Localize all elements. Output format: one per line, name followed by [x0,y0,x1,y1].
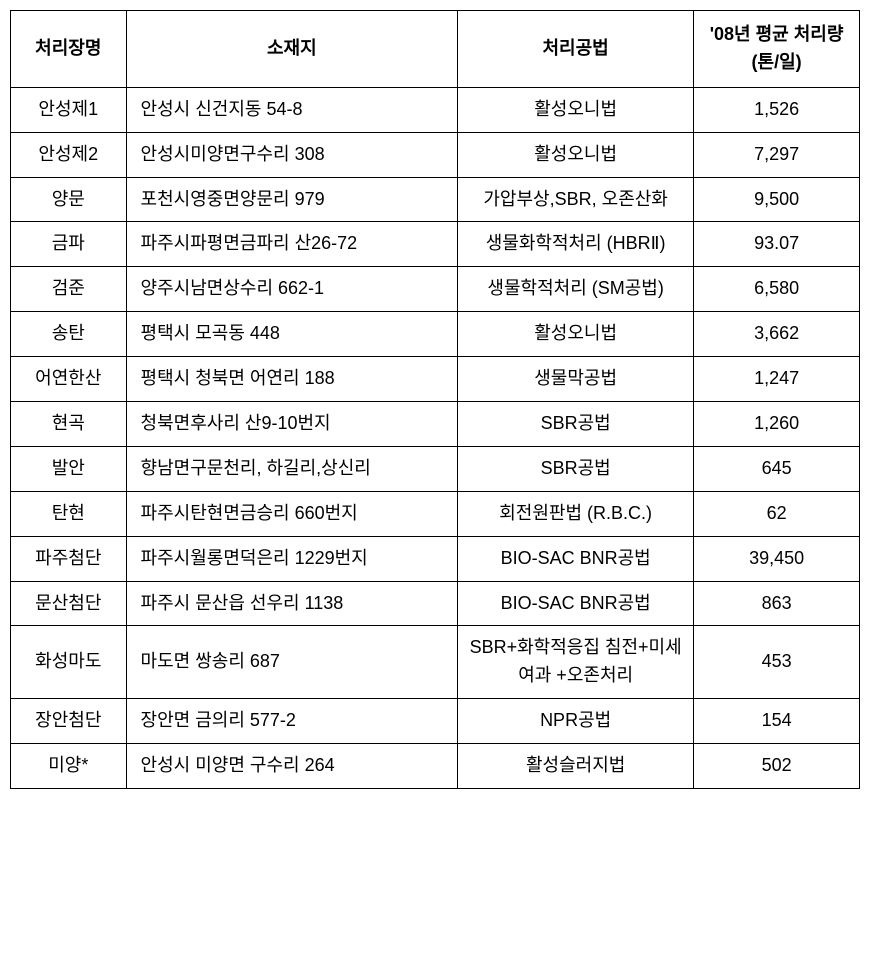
table-row: 안성제2안성시미양면구수리 308활성오니법7,297 [11,132,860,177]
cell-name: 화성마도 [11,626,127,699]
cell-amount: 7,297 [694,132,860,177]
cell-amount: 645 [694,446,860,491]
cell-amount: 863 [694,581,860,626]
table-row: 미양*안성시 미양면 구수리 264활성슬러지법502 [11,744,860,789]
cell-method: 생물학적처리 (SM공법) [458,267,694,312]
cell-method: 활성오니법 [458,312,694,357]
cell-location: 포천시영중면양문리 979 [126,177,458,222]
cell-method: SBR공법 [458,402,694,447]
table-row: 금파파주시파평면금파리 산26-72생물화학적처리 (HBRⅡ)93.07 [11,222,860,267]
cell-name: 어연한산 [11,357,127,402]
cell-location: 파주시탄현면금승리 660번지 [126,491,458,536]
cell-name: 송탄 [11,312,127,357]
cell-location: 평택시 청북면 어연리 188 [126,357,458,402]
cell-method: NPR공법 [458,699,694,744]
cell-amount: 1,526 [694,87,860,132]
cell-amount: 62 [694,491,860,536]
cell-location: 안성시 미양면 구수리 264 [126,744,458,789]
cell-location: 청북면후사리 산9-10번지 [126,402,458,447]
col-header-name: 처리장명 [11,11,127,88]
cell-location: 마도면 쌍송리 687 [126,626,458,699]
cell-amount: 39,450 [694,536,860,581]
cell-location: 파주시 문산읍 선우리 1138 [126,581,458,626]
cell-amount: 93.07 [694,222,860,267]
cell-method: SBR+화학적응집 침전+미세여과 +오존처리 [458,626,694,699]
cell-method: BIO-SAC BNR공법 [458,536,694,581]
cell-name: 미양* [11,744,127,789]
table-row: 현곡청북면후사리 산9-10번지SBR공법1,260 [11,402,860,447]
cell-location: 양주시남면상수리 662-1 [126,267,458,312]
table-row: 어연한산평택시 청북면 어연리 188생물막공법1,247 [11,357,860,402]
table-row: 송탄평택시 모곡동 448활성오니법3,662 [11,312,860,357]
table-row: 양문포천시영중면양문리 979가압부상,SBR, 오존산화9,500 [11,177,860,222]
cell-location: 장안면 금의리 577-2 [126,699,458,744]
col-header-amount: '08년 평균 처리량(톤/일) [694,11,860,88]
cell-amount: 1,247 [694,357,860,402]
cell-method: 생물화학적처리 (HBRⅡ) [458,222,694,267]
cell-location: 안성시 신건지동 54-8 [126,87,458,132]
cell-amount: 502 [694,744,860,789]
table-row: 안성제1안성시 신건지동 54-8활성오니법1,526 [11,87,860,132]
cell-method: 가압부상,SBR, 오존산화 [458,177,694,222]
table-header: 처리장명 소재지 처리공법 '08년 평균 처리량(톤/일) [11,11,860,88]
table-row: 탄현파주시탄현면금승리 660번지회전원판법 (R.B.C.)62 [11,491,860,536]
col-header-method: 처리공법 [458,11,694,88]
cell-name: 양문 [11,177,127,222]
cell-amount: 9,500 [694,177,860,222]
cell-method: 활성오니법 [458,87,694,132]
cell-name: 파주첨단 [11,536,127,581]
cell-location: 파주시월롱면덕은리 1229번지 [126,536,458,581]
cell-name: 안성제2 [11,132,127,177]
cell-name: 검준 [11,267,127,312]
col-header-location: 소재지 [126,11,458,88]
cell-name: 문산첨단 [11,581,127,626]
cell-name: 금파 [11,222,127,267]
cell-method: 활성오니법 [458,132,694,177]
cell-method: 생물막공법 [458,357,694,402]
cell-location: 평택시 모곡동 448 [126,312,458,357]
cell-location: 안성시미양면구수리 308 [126,132,458,177]
cell-location: 파주시파평면금파리 산26-72 [126,222,458,267]
cell-location: 향남면구문천리, 하길리,상신리 [126,446,458,491]
table-row: 화성마도마도면 쌍송리 687SBR+화학적응집 침전+미세여과 +오존처리45… [11,626,860,699]
cell-method: BIO-SAC BNR공법 [458,581,694,626]
cell-amount: 1,260 [694,402,860,447]
table-row: 발안향남면구문천리, 하길리,상신리SBR공법645 [11,446,860,491]
treatment-plants-table: 처리장명 소재지 처리공법 '08년 평균 처리량(톤/일) 안성제1안성시 신… [10,10,860,789]
cell-amount: 3,662 [694,312,860,357]
cell-method: 회전원판법 (R.B.C.) [458,491,694,536]
table-row: 장안첨단장안면 금의리 577-2NPR공법154 [11,699,860,744]
cell-name: 발안 [11,446,127,491]
cell-amount: 6,580 [694,267,860,312]
cell-method: SBR공법 [458,446,694,491]
table-body: 안성제1안성시 신건지동 54-8활성오니법1,526안성제2안성시미양면구수리… [11,87,860,788]
table-row: 파주첨단파주시월롱면덕은리 1229번지BIO-SAC BNR공법39,450 [11,536,860,581]
cell-amount: 453 [694,626,860,699]
cell-amount: 154 [694,699,860,744]
cell-name: 장안첨단 [11,699,127,744]
cell-name: 안성제1 [11,87,127,132]
cell-name: 탄현 [11,491,127,536]
cell-name: 현곡 [11,402,127,447]
table-row: 검준양주시남면상수리 662-1생물학적처리 (SM공법)6,580 [11,267,860,312]
table-row: 문산첨단파주시 문산읍 선우리 1138BIO-SAC BNR공법863 [11,581,860,626]
cell-method: 활성슬러지법 [458,744,694,789]
